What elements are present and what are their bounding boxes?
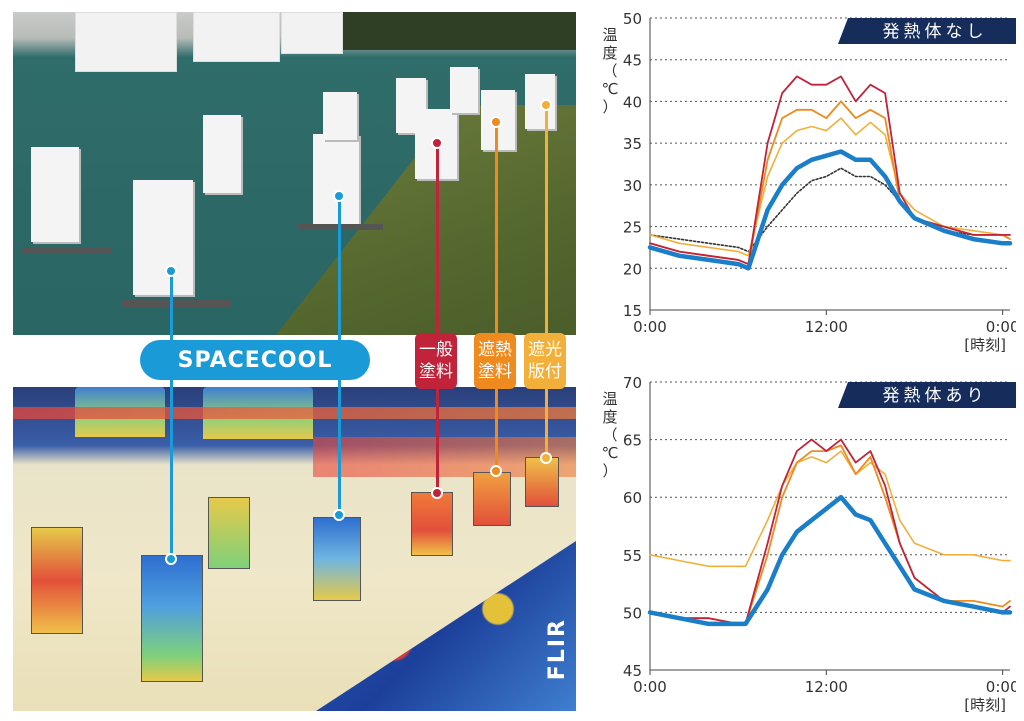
thermal-box (208, 497, 250, 569)
y-tick-label: 65 (623, 432, 642, 450)
y-axis-label: 度 (602, 408, 617, 426)
chart-title-banner (838, 382, 1016, 408)
shade-plate-callout-line (545, 105, 548, 457)
x-tick-label: 12:00 (805, 678, 848, 696)
y-tick-label: 60 (623, 489, 642, 507)
series-ambient (649, 167, 1011, 253)
thermal-box (411, 492, 453, 556)
y-axis-label: 度 (602, 44, 617, 62)
shade-plate-marker (540, 452, 552, 464)
series-heat-paint (649, 444, 1011, 625)
box-base (21, 247, 111, 253)
x-axis-label: [時刻] (964, 336, 1006, 354)
y-tick-label: 15 (623, 302, 642, 320)
tent (193, 12, 280, 62)
x-tick-label: 0:00 (986, 318, 1016, 336)
y-axis-label: ） (602, 98, 617, 116)
series-shade-plate (649, 450, 1011, 568)
box-base (121, 300, 231, 307)
thermal-box (141, 555, 203, 682)
y-axis-label: 温 (602, 26, 617, 44)
chart-title-banner (838, 18, 1016, 44)
y-axis-label: 温 (602, 390, 617, 408)
series-spacecool (647, 494, 1013, 627)
thermal-photo (13, 387, 576, 711)
test-box (313, 134, 359, 224)
x-tick-label: 0:00 (633, 678, 667, 696)
y-tick-label: 50 (623, 604, 642, 622)
x-tick-label: 0:00 (986, 678, 1016, 696)
shade-plate-marker (540, 99, 552, 111)
test-box (450, 67, 478, 113)
spacecool-callout-line (170, 271, 173, 557)
series-shade-plate (649, 117, 1011, 257)
thermal-box (473, 472, 511, 526)
y-tick-label: 40 (623, 93, 642, 111)
y-axis-label: ） (602, 462, 617, 480)
general-paint-marker (431, 487, 443, 499)
y-axis-label: （ (602, 62, 617, 80)
test-box (323, 92, 357, 140)
y-tick-label: 30 (623, 177, 642, 195)
shade-plate-label: 遮光版付 (524, 333, 566, 389)
spacecool-marker (165, 265, 177, 277)
x-tick-label: 0:00 (633, 318, 667, 336)
y-tick-label: 35 (623, 135, 642, 153)
heat-paint-callout-line (495, 122, 498, 472)
test-box (133, 180, 193, 295)
series-general-paint (649, 438, 1011, 625)
test-box (203, 115, 241, 193)
y-tick-label: 45 (623, 52, 642, 70)
spacecool-label: SPACECOOL (140, 340, 370, 380)
series-heat-paint (649, 100, 1011, 266)
x-tick-label: 12:00 (805, 318, 848, 336)
flir-watermark: FLIR (545, 618, 570, 681)
general-paint-label: 一般塗料 (415, 333, 457, 389)
thermal-box (525, 457, 559, 507)
chart-title: 発熱体あり (883, 386, 988, 406)
y-tick-label: 50 (623, 10, 642, 28)
general-paint-callout-line (436, 143, 439, 493)
y-tick-label: 70 (623, 374, 642, 392)
tent (75, 12, 177, 72)
chart-title: 発熱体なし (883, 22, 988, 42)
series-spacecool (647, 149, 1013, 271)
tent (281, 12, 343, 54)
series-general-paint (649, 75, 1011, 266)
y-tick-label: 45 (623, 662, 642, 680)
y-tick-label: 25 (623, 219, 642, 237)
general-paint-marker (431, 137, 443, 149)
spacecool-marker (333, 509, 345, 521)
thermal-box (313, 517, 361, 601)
heat-paint-marker (490, 116, 502, 128)
heat-paint-label: 遮熱塗料 (474, 333, 516, 389)
spacecool-marker (165, 553, 177, 565)
y-axis-label: ℃ (602, 444, 619, 462)
x-axis-label: [時刻] (964, 696, 1006, 714)
hot-band (13, 407, 576, 419)
field-photo (13, 12, 576, 335)
test-box (31, 147, 79, 242)
heat-paint-marker (490, 465, 502, 477)
y-tick-label: 55 (623, 547, 642, 565)
thermal-box (31, 527, 83, 634)
spacecool-marker (333, 190, 345, 202)
y-axis-label: ℃ (602, 80, 619, 98)
y-axis-label: （ (602, 426, 617, 444)
y-tick-label: 20 (623, 260, 642, 278)
